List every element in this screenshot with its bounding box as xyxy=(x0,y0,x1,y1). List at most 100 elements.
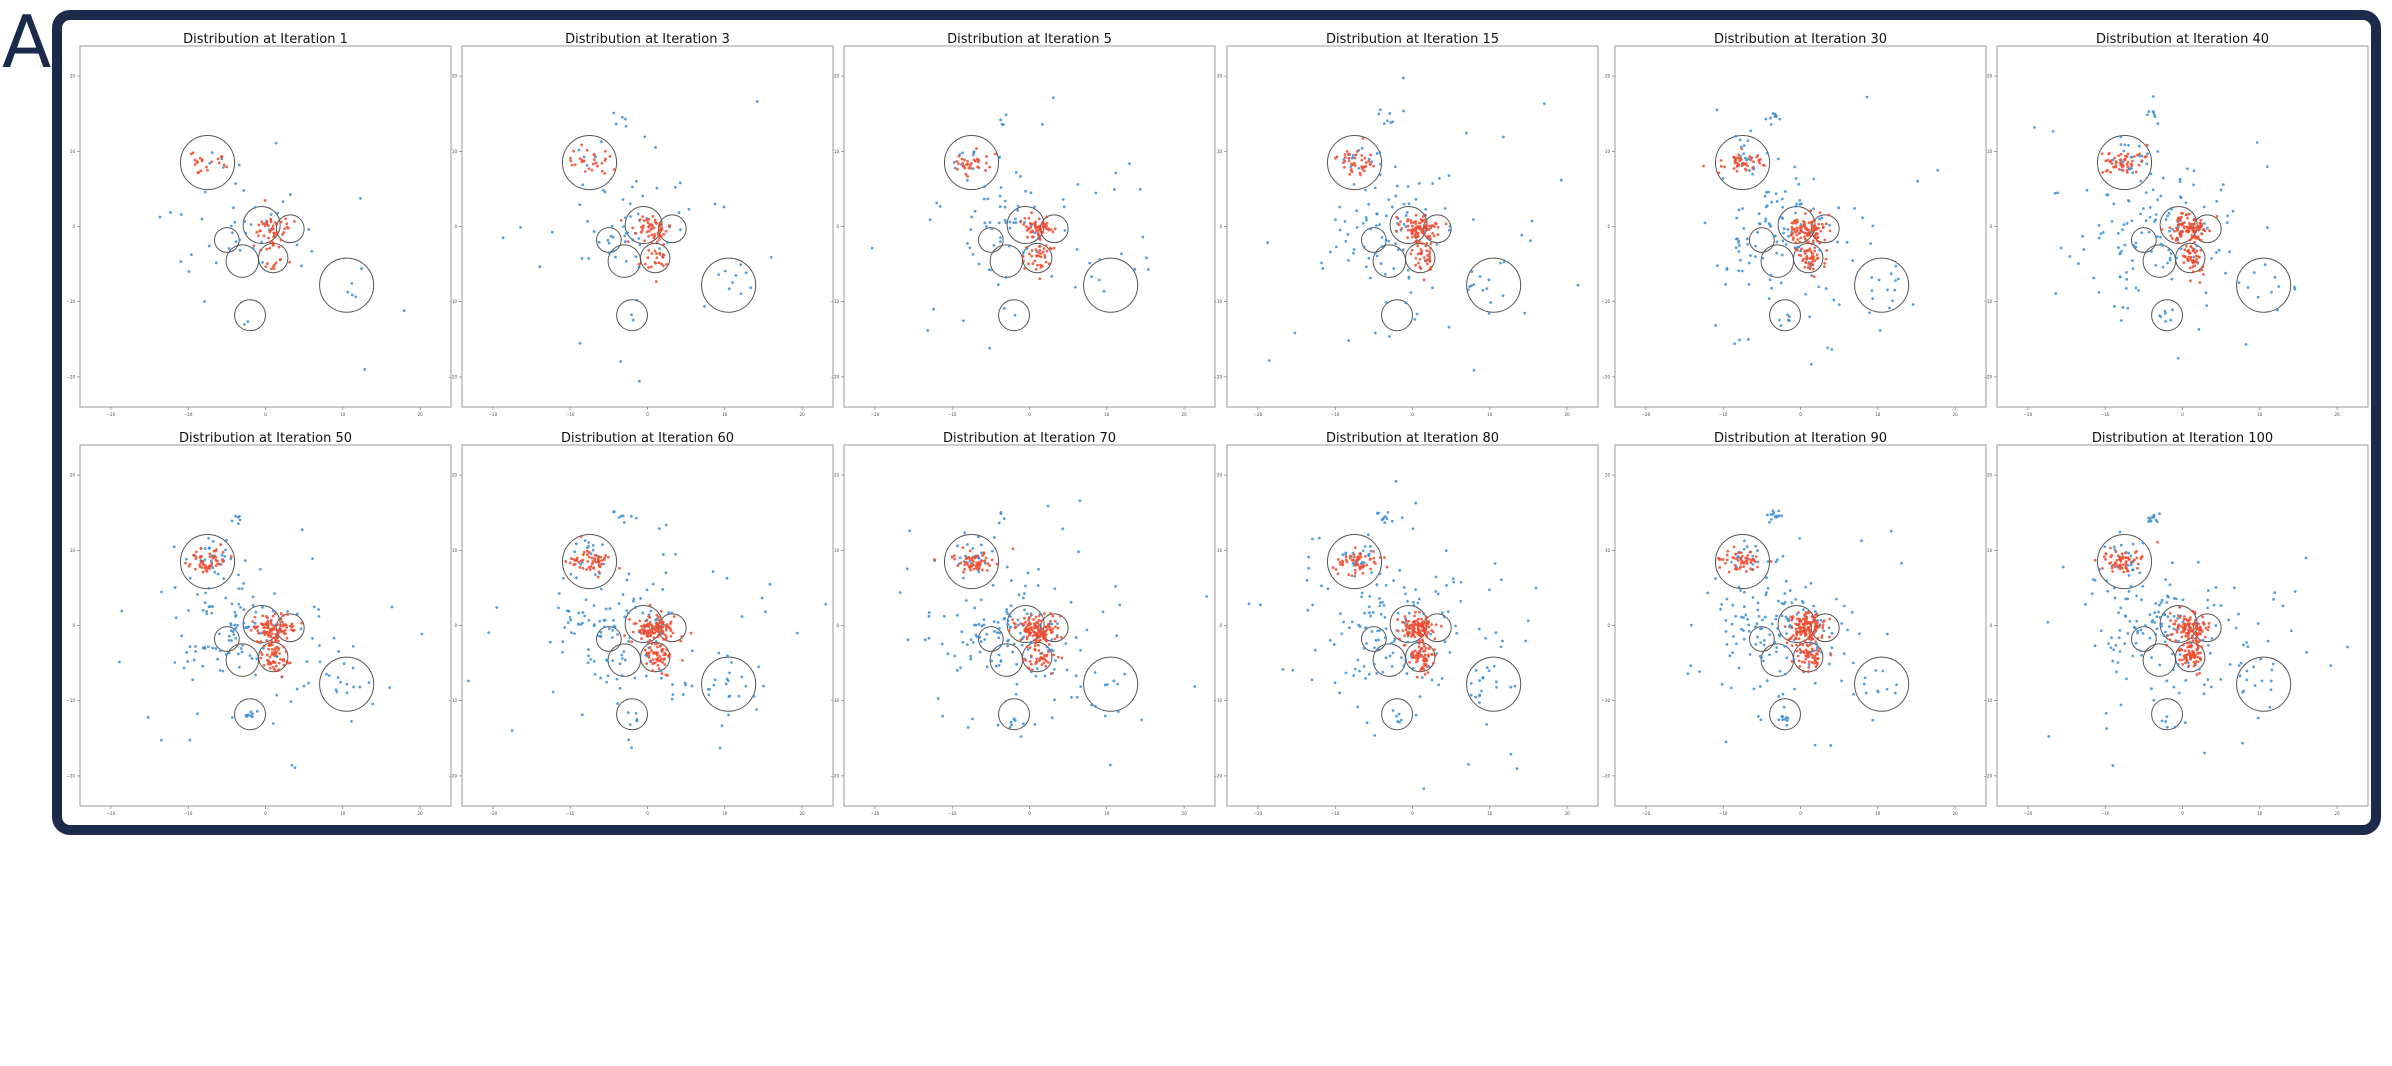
blue-point xyxy=(626,231,630,235)
blue-point xyxy=(1420,676,1424,679)
blue-point xyxy=(612,510,615,514)
blue-point xyxy=(2214,585,2218,589)
red-point xyxy=(980,559,983,563)
red-point xyxy=(1812,219,1815,223)
red-point xyxy=(1795,226,1799,230)
red-point xyxy=(1813,227,1817,231)
red-point xyxy=(1414,222,1418,226)
blue-point xyxy=(1489,301,1493,304)
blue-point xyxy=(1759,718,1763,722)
red-point xyxy=(1037,618,1041,622)
blue-point xyxy=(1447,228,1451,232)
blue-point xyxy=(1745,545,1749,549)
y-tick-label: −10 xyxy=(1984,299,1993,304)
blue-point xyxy=(2269,688,2273,692)
blue-point xyxy=(1741,207,1744,210)
red-point xyxy=(1434,221,1437,225)
blue-point xyxy=(371,702,375,706)
red-point xyxy=(1805,228,1809,232)
blue-point xyxy=(1812,177,1816,181)
red-point xyxy=(2173,622,2177,626)
blue-point xyxy=(1379,601,1382,605)
red-point xyxy=(1744,559,1748,563)
red-point xyxy=(1026,235,1029,239)
red-point xyxy=(2187,212,2191,216)
red-point xyxy=(2178,658,2182,662)
red-point xyxy=(570,557,573,560)
blue-point xyxy=(234,240,238,244)
blue-point xyxy=(255,657,259,661)
blue-point xyxy=(2168,256,2172,260)
red-point xyxy=(274,221,277,225)
blue-point xyxy=(744,684,748,688)
red-point xyxy=(1792,236,1795,240)
red-point xyxy=(1019,220,1022,224)
blue-point xyxy=(179,260,183,263)
red-point xyxy=(580,158,584,162)
blue-point xyxy=(1075,695,1079,699)
red-point xyxy=(982,559,986,563)
red-point xyxy=(651,669,655,672)
blue-point xyxy=(388,686,392,690)
red-point xyxy=(1343,153,1347,156)
red-point xyxy=(1415,239,1419,243)
red-point xyxy=(657,618,661,622)
red-point xyxy=(1033,624,1037,627)
blue-point xyxy=(1874,668,1878,672)
blue-point xyxy=(1837,303,1841,307)
blue-point xyxy=(1524,639,1528,643)
red-point xyxy=(668,627,672,631)
red-point xyxy=(2200,268,2204,272)
blue-point xyxy=(1079,685,1083,689)
red-point xyxy=(661,647,665,651)
red-point xyxy=(1353,156,1357,160)
y-tick-label: 20 xyxy=(834,473,840,478)
red-point xyxy=(261,614,265,618)
red-point xyxy=(1408,627,1412,630)
blue-point xyxy=(1394,242,1398,246)
red-point xyxy=(1757,158,1761,162)
blue-point xyxy=(2134,286,2138,290)
red-point xyxy=(2180,630,2183,634)
blue-point xyxy=(1103,683,1107,687)
red-point xyxy=(2126,569,2130,573)
blue-point xyxy=(599,635,603,638)
red-point xyxy=(1037,614,1041,618)
red-point xyxy=(577,560,581,564)
blue-point xyxy=(1010,723,1014,727)
blue-point xyxy=(1367,202,1371,206)
red-point xyxy=(1428,258,1431,262)
red-point xyxy=(1815,232,1819,236)
red-point xyxy=(581,566,585,570)
blue-point xyxy=(1351,561,1355,565)
red-point xyxy=(573,559,577,562)
blue-point xyxy=(592,659,596,663)
blue-point xyxy=(236,515,240,519)
y-tick-label: 0 xyxy=(72,623,75,628)
blue-point xyxy=(582,155,586,159)
blue-point xyxy=(2143,624,2147,627)
blue-point xyxy=(999,186,1003,189)
red-point xyxy=(592,153,596,157)
blue-point xyxy=(1363,545,1367,548)
blue-point xyxy=(1351,156,1355,160)
blue-point xyxy=(2137,288,2140,292)
blue-point xyxy=(1804,292,1808,296)
blue-point xyxy=(1369,614,1372,618)
blue-point xyxy=(1116,682,1120,686)
red-point xyxy=(265,262,269,266)
blue-point xyxy=(345,691,349,695)
blue-point xyxy=(2077,262,2080,265)
red-point xyxy=(2192,627,2196,631)
red-point xyxy=(1034,641,1037,645)
blue-point xyxy=(1734,642,1738,646)
red-point xyxy=(1821,624,1825,627)
blue-point xyxy=(1016,204,1020,208)
red-point xyxy=(1803,634,1807,638)
red-point xyxy=(656,663,660,667)
red-point xyxy=(2125,168,2129,172)
blue-point xyxy=(1767,190,1770,194)
red-point xyxy=(2120,566,2124,570)
red-point xyxy=(661,621,665,625)
red-point xyxy=(1790,225,1794,229)
